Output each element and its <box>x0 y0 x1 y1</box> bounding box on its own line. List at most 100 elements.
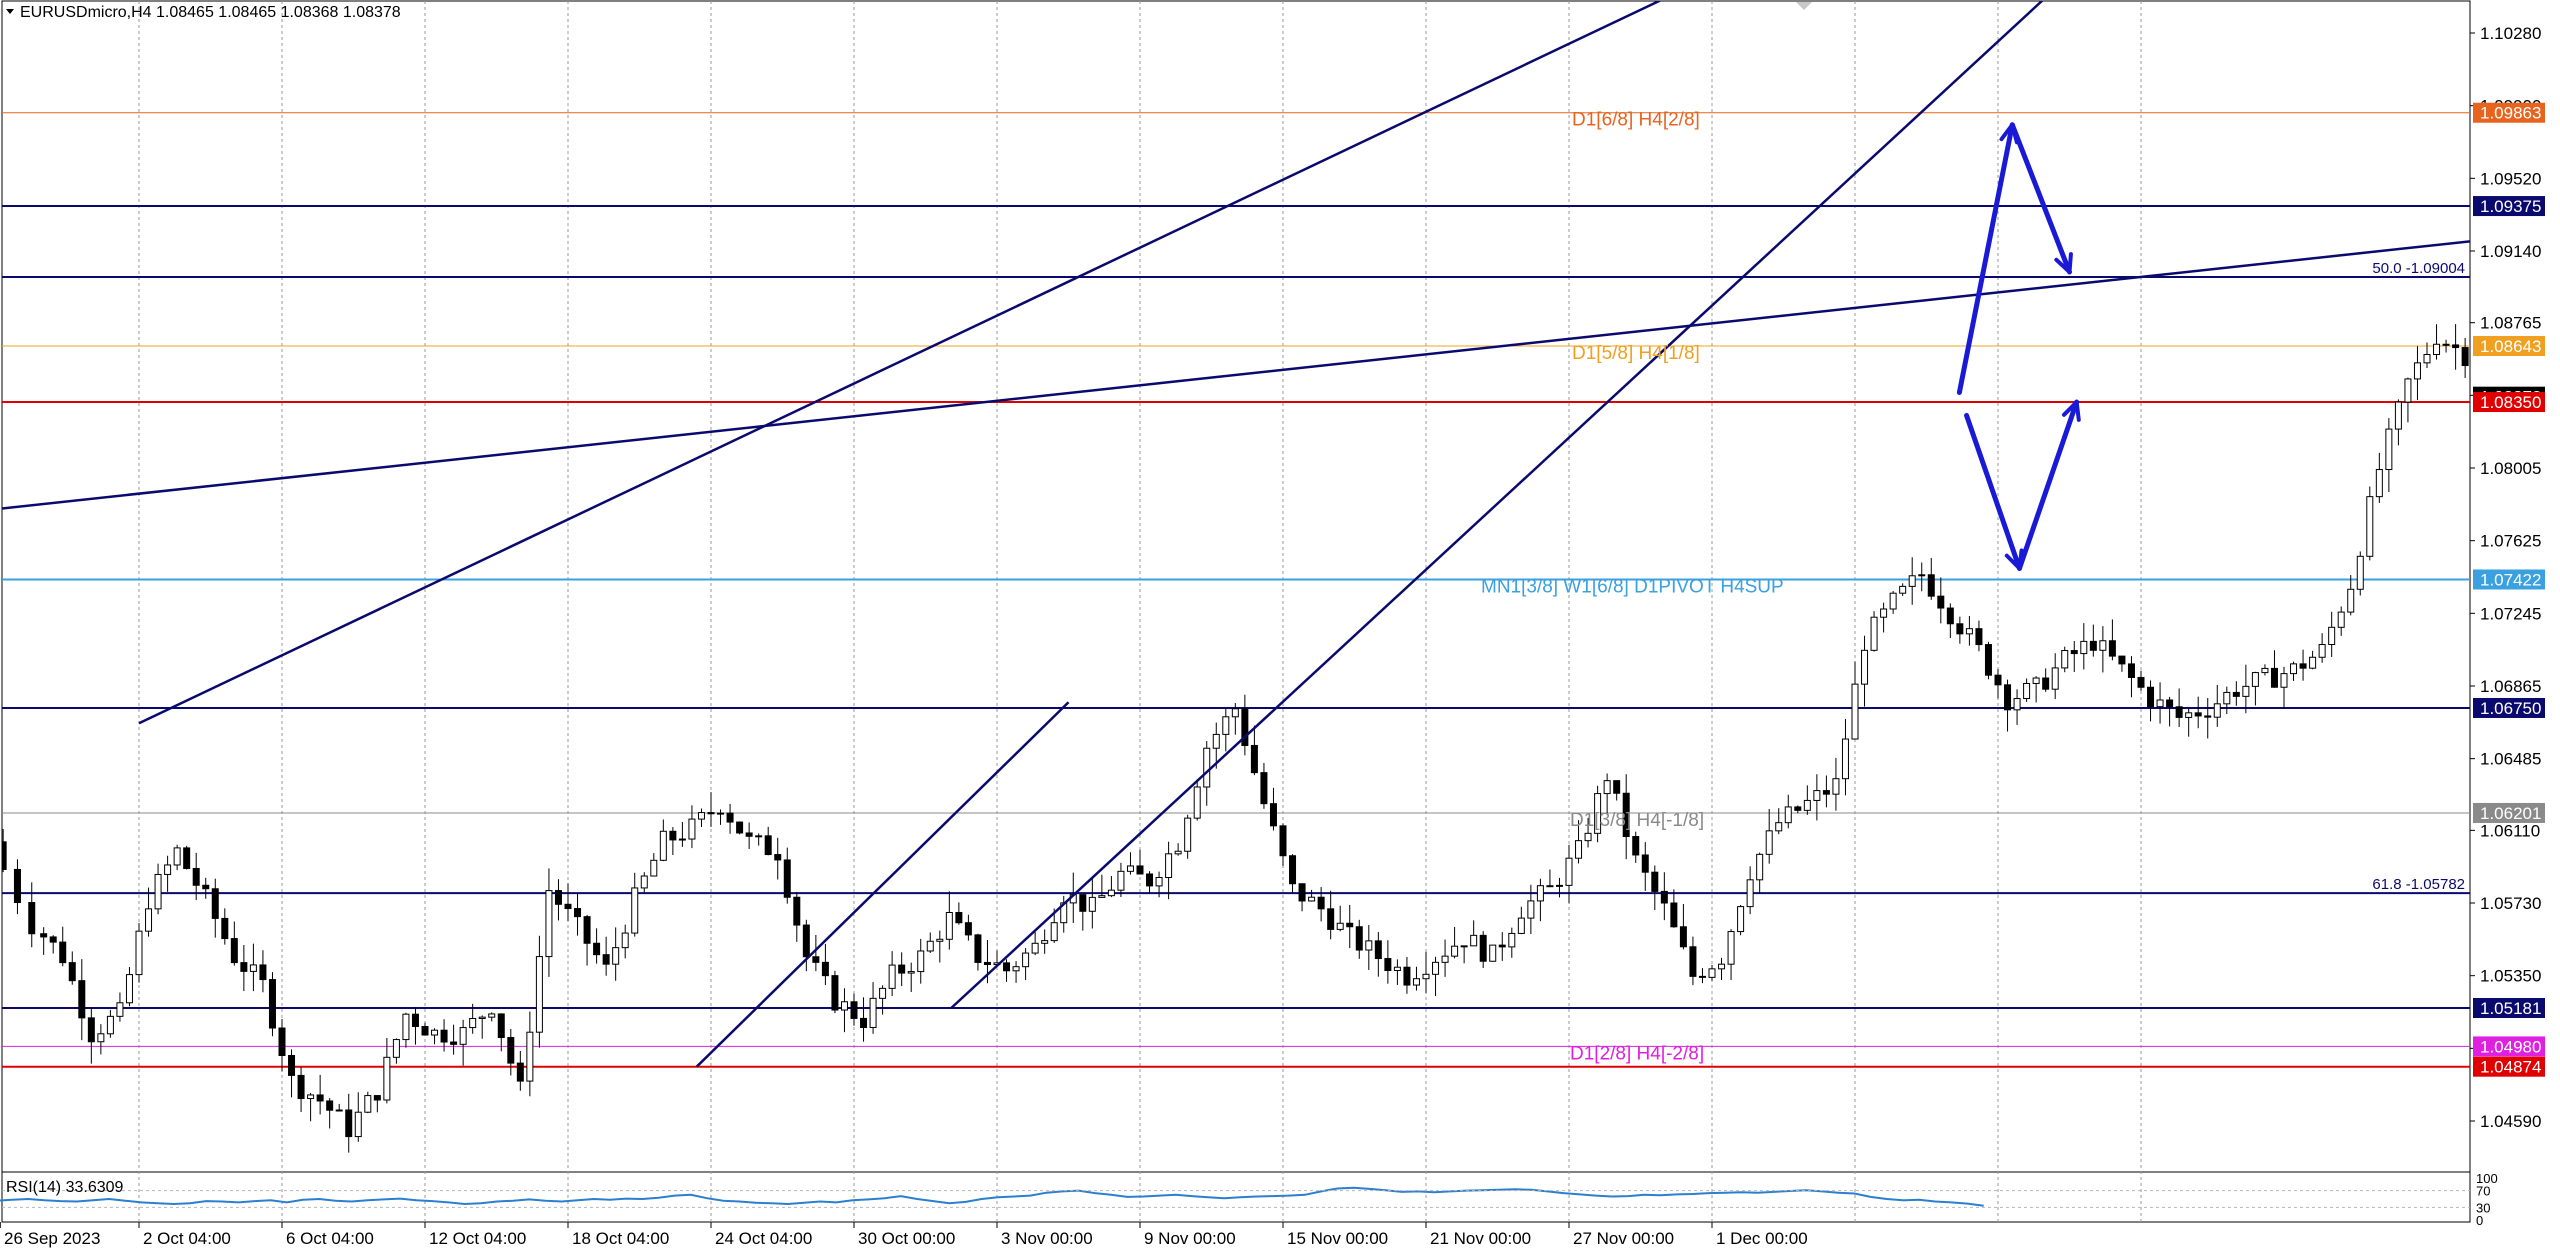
candle-body <box>707 812 715 815</box>
candle-body <box>726 812 734 823</box>
candle-body <box>326 1100 334 1111</box>
price-axis: 1.102801.099001.095201.091401.087651.083… <box>2470 24 2545 1131</box>
price-tag-box <box>2473 997 2545 1018</box>
candle-body <box>1965 628 1973 635</box>
candle-body <box>1241 708 1249 746</box>
candle-body <box>97 1033 105 1043</box>
candle-body <box>1165 853 1173 878</box>
candle-body <box>898 964 906 974</box>
candle-body <box>1498 944 1506 948</box>
rsi-level-label: 70 <box>2476 1184 2490 1199</box>
candle-body <box>1536 885 1544 902</box>
candle-body <box>1689 946 1697 977</box>
candle-body <box>1670 902 1678 928</box>
arrow-up-then-down[interactable] <box>1956 122 2015 395</box>
price-tag-box <box>2473 196 2545 217</box>
price-tag-label: 1.05181 <box>2480 999 2541 1018</box>
candle-body <box>1193 786 1201 819</box>
candle-body <box>383 1056 391 1101</box>
trend-lines[interactable] <box>0 0 2560 1068</box>
candle-body <box>164 864 172 875</box>
candle-body <box>230 938 238 964</box>
candle-body <box>2442 343 2450 346</box>
arrow-down-then-up[interactable] <box>2016 399 2080 571</box>
candle-body <box>2413 362 2421 380</box>
candle-body <box>2242 685 2250 697</box>
candle-body <box>755 835 763 838</box>
candle-body <box>2013 698 2021 711</box>
candle-body <box>1632 836 1640 856</box>
candle-body <box>2032 677 2040 684</box>
candle-body <box>392 1039 400 1058</box>
vertical-grid <box>138 1 2142 1222</box>
level-label: D1[5/8] H4[1/8] <box>1572 343 1700 364</box>
candle-body <box>2347 588 2355 613</box>
symbol-dropdown-icon[interactable] <box>6 9 14 14</box>
candle-body <box>497 1013 505 1039</box>
candle-body <box>688 818 696 840</box>
candle-body <box>507 1037 515 1064</box>
candle-body <box>1813 790 1821 801</box>
candle-body <box>1403 966 1411 986</box>
candle-body <box>2394 401 2402 430</box>
forecast-arrows[interactable] <box>1956 122 2081 571</box>
candle-body <box>2270 667 2278 688</box>
candle-body <box>87 1017 95 1043</box>
price-tag: 1.08350 <box>2473 392 2545 413</box>
candle-body <box>1460 945 1468 948</box>
trend-line-channel-lower[interactable] <box>950 0 2084 1009</box>
price-tag-label: 1.08643 <box>2480 337 2541 356</box>
price-tag-box <box>2473 1036 2545 1057</box>
time-axis: 26 Sep 2023 2 Oct 04:00 6 Oct 04:00 12 Oct … <box>0 1222 1808 1248</box>
candle-body <box>240 962 248 972</box>
candle-body <box>1908 575 1916 587</box>
candle-body <box>1174 850 1182 855</box>
candle-body <box>106 1015 114 1035</box>
candle-body <box>2404 378 2412 403</box>
candle-body <box>2108 640 2116 657</box>
candle-body <box>1317 896 1325 910</box>
candle-body <box>1212 733 1220 749</box>
candle-body <box>1756 853 1764 881</box>
arrow-down-then-up[interactable] <box>1964 412 2022 571</box>
candle-body <box>1841 738 1849 780</box>
candle-body <box>783 859 791 898</box>
candle-body <box>2251 672 2259 687</box>
candle-body <box>1126 865 1134 872</box>
shift-marker-icon[interactable] <box>1796 2 1812 10</box>
candle-body <box>268 979 276 1029</box>
horizontal-levels <box>2 112 2470 1068</box>
candle-body <box>1012 966 1020 972</box>
candle-body <box>1393 966 1401 972</box>
candle-body <box>402 1013 410 1041</box>
candle-body <box>1784 806 1792 824</box>
candle-body <box>1374 940 1382 960</box>
candle-body <box>1660 890 1668 904</box>
candle-body <box>2023 682 2031 700</box>
time-tick-label: 15 Nov 00:00 <box>1287 1229 1388 1248</box>
candle-body <box>2 841 7 870</box>
candle-body <box>535 956 543 1033</box>
candle-body <box>1003 962 1011 972</box>
candle-body <box>1737 906 1745 933</box>
trend-line-long-trend[interactable] <box>0 217 2560 510</box>
candle-body <box>2461 347 2469 367</box>
level-label: D1[3/8] H4[-1/8] <box>1570 810 1704 831</box>
candle-body <box>1260 772 1268 805</box>
price-tag-box <box>2473 1056 2545 1077</box>
candle-body <box>1575 840 1583 859</box>
rsi-level-label: 100 <box>2476 1171 2498 1186</box>
candle-body <box>745 832 753 837</box>
candle-body <box>2548 371 2554 392</box>
candle-body <box>831 975 839 1011</box>
trend-line-channel-upper[interactable] <box>138 0 1741 725</box>
arrow-up-then-down[interactable] <box>2009 122 2072 275</box>
time-tick-label: 26 Sep 2023 <box>4 1229 100 1248</box>
candle-body <box>1937 595 1945 609</box>
candle-body <box>1365 940 1373 951</box>
candle-body <box>1269 803 1277 827</box>
candle-body <box>1603 780 1611 795</box>
candle-body <box>125 974 133 1004</box>
trend-line-lower-diagonal[interactable] <box>695 701 1070 1068</box>
